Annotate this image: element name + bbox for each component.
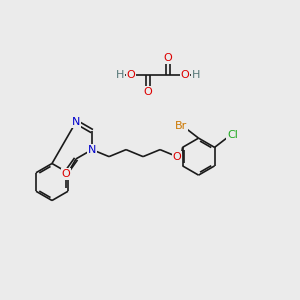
Text: N: N [72, 117, 80, 127]
Text: O: O [62, 169, 70, 179]
Text: H: H [192, 70, 200, 80]
Text: O: O [127, 70, 135, 80]
Text: O: O [164, 53, 172, 63]
Text: H: H [116, 70, 124, 80]
Text: O: O [181, 70, 189, 80]
Text: O: O [144, 87, 152, 97]
Text: N: N [88, 145, 96, 154]
Text: Br: Br [174, 121, 187, 131]
Text: O: O [173, 152, 182, 162]
Text: Cl: Cl [227, 130, 238, 140]
